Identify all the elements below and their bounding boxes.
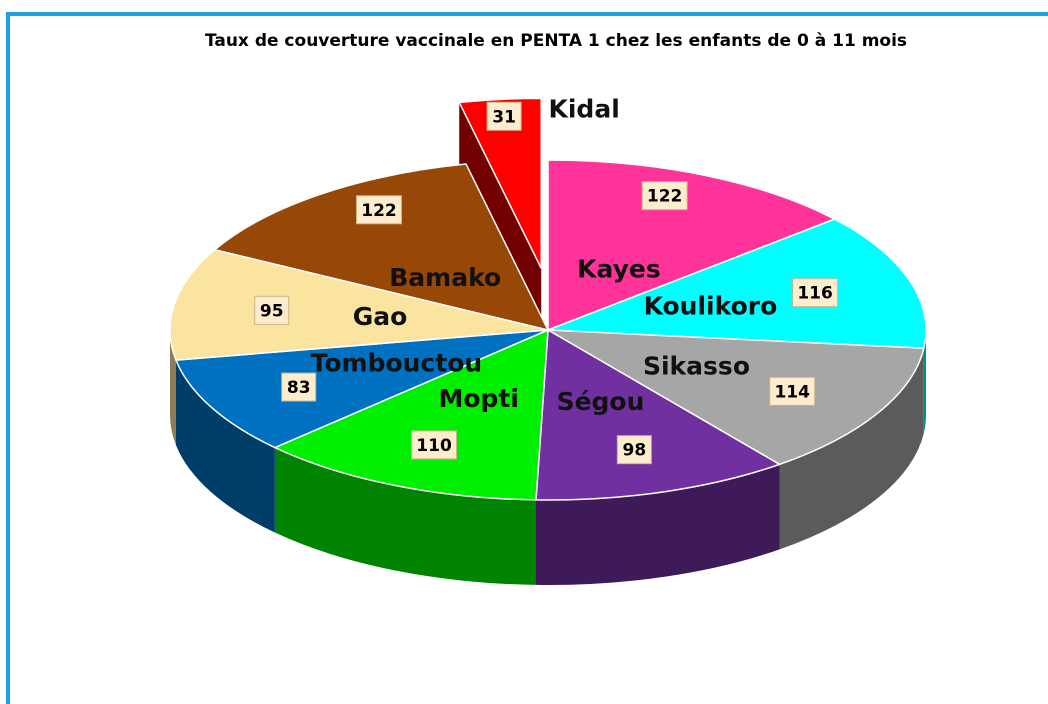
value-label: 116 — [797, 284, 833, 304]
category-label: Ségou — [557, 387, 645, 416]
category-label: Kidal — [548, 94, 619, 123]
value-label: 95 — [260, 301, 284, 321]
category-label: Sikasso — [643, 351, 750, 380]
slice — [547, 218, 927, 350]
slice — [273, 328, 549, 501]
category-label: Gao — [353, 302, 408, 331]
slice-side — [923, 330, 926, 434]
slice-side — [170, 330, 176, 446]
category-label: Kayes — [577, 254, 661, 283]
value-label: 98 — [623, 441, 647, 461]
category-label: Bamako — [389, 263, 501, 292]
value-label-box — [792, 278, 839, 308]
value-label: 110 — [416, 436, 452, 456]
value-label-box — [769, 376, 816, 406]
value-label: 114 — [774, 382, 810, 402]
slice — [458, 97, 542, 269]
category-label: Tombouctou — [311, 349, 483, 378]
slice — [535, 328, 782, 501]
value-label: 122 — [647, 187, 683, 207]
chart-title: Taux de couverture vaccinale en PENTA 1 … — [205, 31, 907, 51]
slice-side — [779, 348, 924, 550]
value-label-box — [641, 181, 688, 211]
frame — [6, 12, 1048, 704]
value-label: 31 — [492, 107, 516, 127]
slice — [547, 329, 925, 466]
value-label: 122 — [361, 201, 397, 221]
slice — [213, 163, 550, 332]
value-label-box — [281, 372, 317, 402]
value-label-box — [616, 435, 652, 465]
value-label-box — [254, 295, 290, 325]
category-label: Koulikoro — [644, 291, 778, 320]
slice-side — [274, 447, 537, 585]
slice — [174, 329, 549, 449]
slice — [169, 248, 549, 361]
slice-side — [536, 464, 780, 585]
slice — [547, 159, 837, 332]
category-label: Mopti — [438, 384, 518, 413]
slice-side — [175, 360, 275, 533]
value-label-box — [355, 195, 402, 225]
value-label-box — [486, 101, 522, 131]
value-label-box — [411, 430, 458, 460]
value-label: 83 — [287, 378, 311, 398]
